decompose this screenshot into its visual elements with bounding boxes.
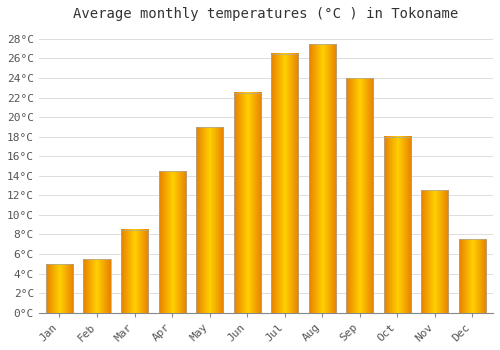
- Bar: [158, 171, 186, 313]
- Bar: [459, 239, 486, 313]
- Bar: [422, 190, 448, 313]
- Bar: [271, 54, 298, 313]
- Bar: [46, 264, 73, 313]
- Title: Average monthly temperatures (°C ) in Tokoname: Average monthly temperatures (°C ) in To…: [74, 7, 458, 21]
- Bar: [308, 44, 336, 313]
- Bar: [196, 127, 223, 313]
- Bar: [384, 136, 411, 313]
- Bar: [84, 259, 110, 313]
- Bar: [234, 93, 260, 313]
- Bar: [346, 78, 374, 313]
- Bar: [121, 230, 148, 313]
